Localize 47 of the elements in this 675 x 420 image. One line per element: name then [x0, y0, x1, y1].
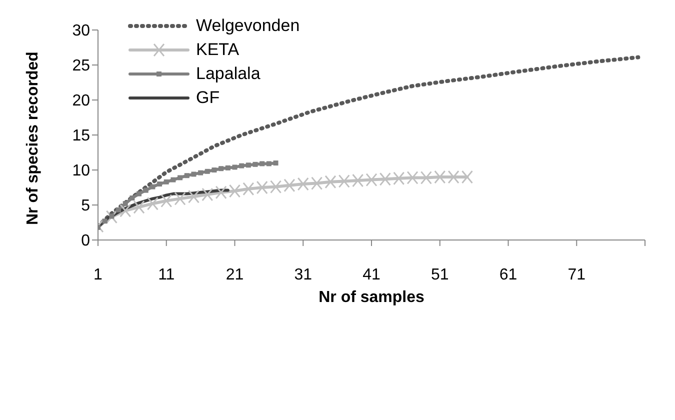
point — [273, 160, 278, 166]
y-tick-label: 30 — [72, 22, 90, 40]
point — [102, 218, 108, 224]
point — [212, 168, 217, 172]
point — [116, 207, 122, 212]
y-tick-label: 10 — [72, 162, 90, 180]
point — [239, 163, 244, 168]
point — [164, 179, 169, 184]
point — [157, 182, 162, 186]
point — [109, 214, 114, 219]
y-tick-label: 0 — [81, 232, 90, 250]
point — [130, 196, 135, 200]
legend-label: Welgevonden — [196, 16, 300, 36]
y-axis-title: Nr of species recorded — [24, 52, 42, 225]
y-tick-label: 25 — [72, 58, 90, 75]
x-axis-title: Nr of samples — [318, 289, 425, 306]
x-tick-label: 71 — [568, 266, 586, 284]
point — [122, 201, 128, 206]
point — [136, 191, 142, 196]
point — [143, 188, 148, 193]
x-tick-label: 31 — [294, 266, 312, 284]
point — [266, 161, 272, 166]
y-tick-label: 5 — [81, 198, 90, 215]
point — [204, 168, 210, 174]
point — [225, 165, 230, 170]
point — [198, 170, 204, 176]
legend-label: GF — [196, 88, 220, 108]
point — [178, 175, 183, 180]
legend-label: KETA — [196, 40, 240, 60]
point — [150, 184, 156, 190]
x-tick-label: 21 — [226, 266, 244, 284]
y-tick-label: 15 — [72, 128, 90, 145]
y-tick-label: 20 — [72, 92, 90, 110]
x-tick-label: 61 — [499, 266, 518, 284]
point — [246, 162, 251, 168]
point — [191, 172, 196, 177]
point — [260, 161, 265, 166]
point — [252, 162, 258, 167]
point — [218, 166, 224, 172]
legend-label: Lapalala — [196, 64, 260, 84]
point — [170, 177, 176, 182]
x-tick-label: 51 — [430, 266, 449, 284]
point — [232, 164, 238, 170]
x-tick-label: 41 — [362, 266, 380, 284]
x-tick-label: 1 — [94, 266, 103, 284]
point — [184, 173, 190, 178]
x-tick-label: 11 — [158, 266, 175, 284]
